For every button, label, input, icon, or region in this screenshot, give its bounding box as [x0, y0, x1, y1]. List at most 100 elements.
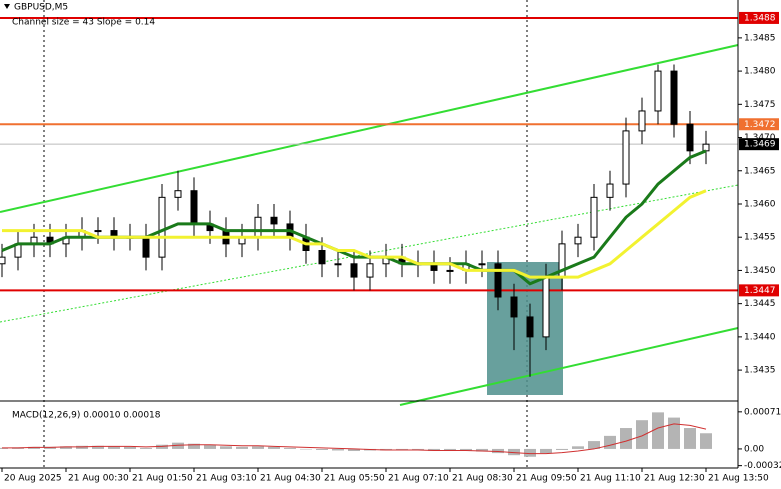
- x-tick-label: 21 Aug 08:30: [452, 474, 513, 484]
- level-label: 1.3472: [744, 120, 776, 130]
- macd-bar: [460, 448, 472, 452]
- macd-bar: [524, 448, 536, 457]
- level-tag: [739, 118, 779, 131]
- macd-bar: [300, 448, 312, 450]
- macd-bar: [636, 420, 648, 449]
- candle-body: [494, 263, 502, 298]
- candle-body: [542, 276, 550, 338]
- x-tick-label: 21 Aug 13:50: [708, 474, 769, 484]
- x-tick-label: 21 Aug 05:50: [324, 474, 385, 484]
- macd-bar: [28, 446, 40, 449]
- candle-body: [0, 256, 6, 265]
- x-tick-label: 21 Aug 12:30: [644, 474, 705, 484]
- y-tick-label: 1.3485: [744, 33, 776, 43]
- y-tick-label: 1.3440: [744, 332, 776, 342]
- macd-bar: [60, 446, 72, 449]
- macd-bar: [172, 442, 184, 449]
- macd-bar: [188, 443, 200, 449]
- macd-bar: [108, 446, 120, 449]
- macd-bar: [540, 448, 552, 454]
- candle-body: [270, 216, 278, 225]
- macd-bar: [44, 446, 56, 449]
- x-tick-label: 21 Aug 09:50: [516, 474, 577, 484]
- chart-title: GBPUSD,M5: [14, 3, 68, 13]
- level-label: 1.3488: [744, 13, 776, 23]
- macd-bar: [588, 441, 600, 449]
- macd-bar: [348, 448, 360, 452]
- y-tick-label: 1.3455: [744, 233, 776, 243]
- y-tick-label: 1.3450: [744, 266, 776, 276]
- macd-bar: [700, 433, 712, 449]
- y-tick-label: 1.3435: [744, 366, 776, 376]
- y-tick-label: 1.3445: [744, 299, 776, 309]
- last-price-tag: [739, 138, 779, 151]
- channel-info: Channel size = 43 Slope = 0.14: [12, 18, 155, 28]
- candle-body: [670, 70, 678, 125]
- candle-body: [574, 236, 582, 245]
- candle-body: [526, 316, 534, 338]
- macd-bar: [428, 448, 440, 452]
- macd-bar: [220, 446, 232, 449]
- macd-bar: [236, 446, 248, 449]
- candle-body: [350, 263, 358, 278]
- macd-bar: [140, 447, 152, 449]
- macd-bar: [156, 444, 168, 449]
- macd-bar: [268, 446, 280, 449]
- candle-body: [334, 263, 342, 266]
- x-tick-label: 21 Aug 11:10: [580, 474, 641, 484]
- macd-title: MACD(12,26,9) 0.00010 0.00018: [12, 411, 161, 421]
- macd-bar: [76, 445, 88, 449]
- candle-body: [686, 123, 694, 152]
- macd-bar: [604, 435, 616, 449]
- candle-body: [366, 263, 374, 278]
- candle-body: [254, 216, 262, 238]
- macd-bar: [508, 448, 520, 456]
- macd-bar: [556, 448, 568, 450]
- macd-bar: [204, 444, 216, 449]
- macd-bar: [620, 428, 632, 449]
- candle-body: [446, 269, 454, 272]
- candle-body: [142, 236, 150, 258]
- candle-body: [94, 230, 102, 233]
- level-label: 1.3447: [744, 286, 776, 296]
- candle-body: [654, 70, 662, 112]
- macd-bar: [252, 446, 264, 449]
- candle-body: [478, 263, 486, 266]
- channel-middle: [0, 184, 739, 323]
- macd-bar: [492, 448, 504, 454]
- y-tick-label: 1.3475: [744, 100, 776, 110]
- macd-bar: [572, 446, 584, 449]
- candle-body: [510, 296, 518, 318]
- macd-bar: [684, 428, 696, 449]
- y-tick-label: 1.3470: [744, 133, 776, 143]
- y-tick-label: 1.3460: [744, 199, 776, 209]
- macd-bar: [124, 446, 136, 449]
- moving-average: [2, 189, 707, 279]
- macd-bar: [92, 445, 104, 449]
- channel-lower: [399, 327, 739, 406]
- y-tick-label: -0.00032: [744, 461, 781, 471]
- candle-body: [174, 190, 182, 198]
- y-tick-label: 1.3480: [744, 67, 776, 77]
- macd-bar: [444, 448, 456, 452]
- x-tick-label: 21 Aug 03:10: [196, 474, 257, 484]
- candle-body: [638, 110, 646, 132]
- level-tag: [739, 284, 779, 297]
- x-tick-label: 21 Aug 07:10: [388, 474, 449, 484]
- menu-icon: [4, 4, 10, 9]
- x-tick-label: 21 Aug 01:50: [132, 474, 193, 484]
- macd-bar: [332, 448, 344, 451]
- signal-line: [2, 423, 707, 455]
- candle-body: [590, 196, 598, 238]
- macd-bar: [668, 417, 680, 449]
- macd-bar: [0, 447, 8, 449]
- y-tick-label: 1.3465: [744, 166, 776, 176]
- macd-bar: [316, 448, 328, 450]
- candle-body: [158, 196, 166, 258]
- macd-bar: [652, 412, 664, 449]
- macd-bar: [476, 448, 488, 452]
- candle-body: [622, 130, 630, 185]
- candle-body: [318, 249, 326, 265]
- channel-upper: [0, 44, 739, 213]
